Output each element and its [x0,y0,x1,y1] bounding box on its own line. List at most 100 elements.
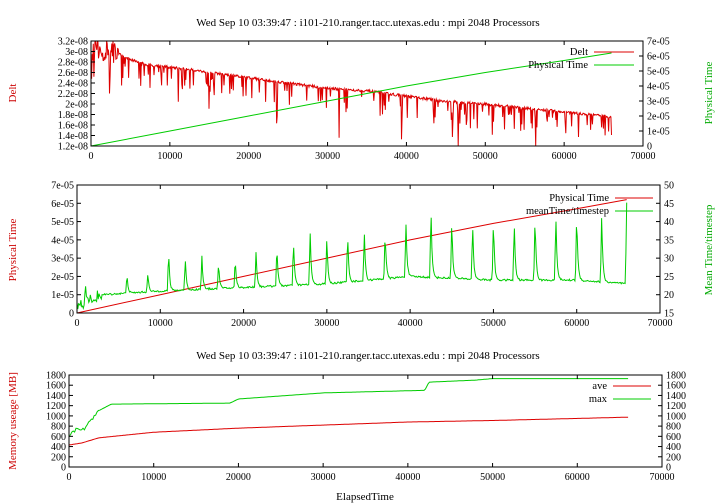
chart1-y-tick-label: 1.8e-08 [58,110,88,121]
chart1-y2-tick-label: 0 [647,142,652,153]
chart3-y-tick-label: 1200 [46,401,66,412]
chart3-x-tick-label: 30000 [311,472,336,483]
chart3-y-tick-label: 600 [51,432,66,443]
chart2-y2label: Mean Time/timestep [703,204,715,295]
chart1-y-tick-label: 2e-08 [65,100,88,111]
chart3-y-tick-label: 1000 [46,411,66,422]
chart1-legend-label-1: Delt [570,47,588,58]
chart2-y2-tick-label: 30 [664,254,674,265]
chart1-x-tick-label: 10000 [157,151,182,162]
chart3-y2-tick-label: 1200 [666,401,686,412]
chart2-y-tick-label: 0 [69,309,74,320]
chart2-legend-label-1: Physical Time [549,193,609,204]
physical-time-mean-time-panel: Physical Time Mean Time/timestep 0 10000 2… [7,181,715,330]
chart1-x-tick-label: 50000 [473,151,498,162]
chart2-series-2-line [76,202,628,311]
chart3-y2-tick-label: 1800 [666,371,686,382]
chart2-y2-tick-label: 15 [664,309,674,320]
chart3-y-tick-label: 800 [51,422,66,433]
chart3-legend: ave max [589,381,651,405]
chart3-legend-label-1: ave [592,381,607,392]
chart3-x-tick-label: 50000 [480,472,505,483]
chart1-x-tick-label: 30000 [315,151,340,162]
chart3-x-tick-label: 10000 [141,472,166,483]
chart3-y2-tick-label: 1600 [666,381,686,392]
chart3-y-tick-label: 1800 [46,371,66,382]
chart2-y-tick-label: 4e-05 [51,235,74,246]
chart2-y2-tick-label: 25 [664,272,674,283]
chart2-y2-tick-label: 20 [664,290,674,301]
chart2-x-tick-label: 10000 [148,318,173,329]
chart2-x-tick-label: 0 [75,318,80,329]
chart3-ylabel: Memory useage [MB] [7,372,19,470]
chart1-ylabel: Delt [7,84,19,103]
chart2-y2-tick-label: 45 [664,199,674,210]
chart2-y-tick-label: 3e-05 [51,254,74,265]
chart3-x-tick-label: 70000 [650,472,675,483]
chart2-x-tick-label: 60000 [564,318,589,329]
chart3-y2-tick-label: 400 [666,442,681,453]
chart2-y-tick-label: 1e-05 [51,290,74,301]
chart2-legend: Physical Time meanTime/timestep [526,193,653,217]
chart1-y-tick-label: 3e-08 [65,47,88,58]
chart2-series-1-line [76,199,627,314]
chart3-y2-tick-label: 200 [666,452,681,463]
chart1-y2-tick-label: 3e-05 [647,97,670,108]
chart3-x-tick-label: 60000 [565,472,590,483]
chart1-y-tick-label: 2.6e-08 [58,68,88,79]
chart2-y-tick-label: 2e-05 [51,272,74,283]
chart3-series-1-line [68,416,629,446]
chart1-y-tick-label: 2.8e-08 [58,58,88,69]
chart2-ylabel: Physical Time [7,219,19,282]
chart1-x-tick-label: 0 [89,151,94,162]
chart1-x-tick-label: 60000 [552,151,577,162]
chart3-series-2-line [68,378,629,436]
chart3-y2-tick-label: 600 [666,432,681,443]
chart2-y-tick-label: 5e-05 [51,217,74,228]
memory-usage-panel: Wed Sep 10 03:39:47 : i101-210.ranger.ta… [7,350,686,503]
chart2-x-tick-label: 70000 [648,318,673,329]
chart1-y2-tick-label: 7e-05 [647,37,670,48]
chart1-y2-tick-label: 1e-05 [647,127,670,138]
chart1-series-2-line [90,52,612,147]
chart2-x-tick-label: 30000 [314,318,339,329]
chart2-x-tick-label: 20000 [231,318,256,329]
chart3-y-tick-label: 200 [51,452,66,463]
chart3-legend-label-2: max [589,394,608,405]
chart2-y2-tick-label: 35 [664,235,674,246]
chart2-frame [76,184,661,314]
chart3-x-tick-label: 0 [67,472,72,483]
chart1-legend: Delt Physical Time [528,47,634,71]
chart3-xlabel: ElapsedTime [336,491,394,503]
chart2-x-tick-label: 50000 [481,318,506,329]
chart3-frame [68,374,663,468]
chart1-y-tick-label: 3.2e-08 [58,37,88,48]
chart3-y-tick-label: 1600 [46,381,66,392]
chart2-x-tick-label: 40000 [398,318,423,329]
chart1-series-1-line [90,40,612,147]
delt-physical-time-panel: Wed Sep 10 03:39:47 : i101-210.ranger.ta… [7,17,715,162]
chart1-y2-tick-label: 5e-05 [647,67,670,78]
chart2-y-tick-label: 7e-05 [51,181,74,192]
chart1-y-tick-label: 2.4e-08 [58,79,88,90]
chart3-title: Wed Sep 10 03:39:47 : i101-210.ranger.ta… [196,350,539,362]
chart3-y-tick-label: 1400 [46,391,66,402]
chart1-x-tick-label: 40000 [394,151,419,162]
chart1-y2-tick-label: 4e-05 [647,82,670,93]
chart3-y2-tick-label: 1400 [666,391,686,402]
chart1-x-tick-label: 20000 [236,151,261,162]
chart1-y-tick-label: 1.2e-08 [58,142,88,153]
chart1-y-tick-label: 1.6e-08 [58,121,88,132]
chart2-y-tick-label: 6e-05 [51,199,74,210]
chart1-x-tick-label: 70000 [631,151,656,162]
chart3-y-tick-label: 0 [61,463,66,474]
chart1-y2label: Physical Time [703,62,715,125]
chart2-y2-tick-label: 50 [664,181,674,192]
chart3-x-tick-label: 40000 [395,472,420,483]
chart1-y2-tick-label: 2e-05 [647,112,670,123]
chart2-y2-tick-label: 40 [664,217,674,228]
chart3-y-tick-label: 400 [51,442,66,453]
chart3-y2-tick-label: 1000 [666,411,686,422]
chart3-x-tick-label: 20000 [226,472,251,483]
